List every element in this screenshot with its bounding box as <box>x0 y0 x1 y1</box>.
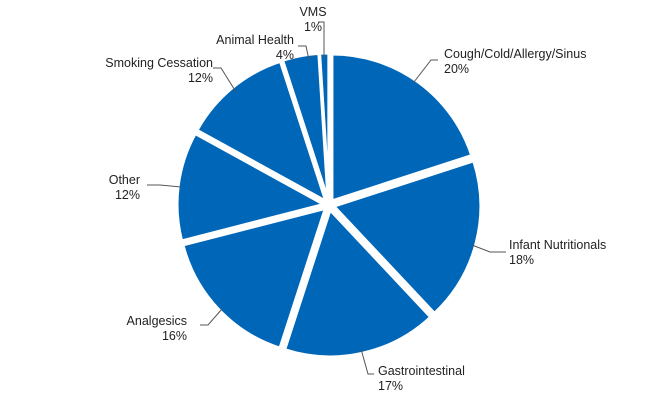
label-name: Smoking Cessation <box>105 56 213 70</box>
label-gastrointestinal: Gastrointestinal 17% <box>378 364 465 394</box>
leader-analgesics <box>200 308 223 326</box>
label-pct: 16% <box>161 329 187 343</box>
leader-other <box>147 184 182 188</box>
leader-animal <box>298 45 310 61</box>
label-name: Other <box>108 173 140 187</box>
leader-smoking <box>213 67 237 93</box>
label-pct: 20% <box>444 62 470 76</box>
pie-slice-cough-cold-allergy-sinus <box>330 52 474 204</box>
leader-lines <box>147 21 506 375</box>
label-cough-cold-allergy-sinus: Cough/Cold/Allergy/Sinus 20% <box>444 47 586 77</box>
label-name: VMS <box>299 5 327 19</box>
label-smoking-cessation: Smoking Cessation 12% <box>105 56 213 86</box>
leader-infant <box>471 244 506 253</box>
pie-slice-infant-nutritionals <box>331 158 483 316</box>
label-pct: 4% <box>275 48 294 62</box>
leader-gastro <box>360 348 374 375</box>
label-pct: 18% <box>509 253 535 267</box>
pie-slice-smoking-cessation <box>194 59 329 205</box>
label-pct: 12% <box>114 188 140 202</box>
label-infant-nutritionals: Infant Nutritionals 18% <box>509 238 606 268</box>
pie-slice-other <box>175 131 329 243</box>
label-animal-health: Animal Health 4% <box>216 33 294 63</box>
label-other: Other 12% <box>109 173 140 203</box>
label-vms: VMS 1% <box>295 5 331 35</box>
pie-slice-analgesics <box>181 206 328 351</box>
label-name: Analgesics <box>126 314 187 328</box>
label-pct: 17% <box>378 379 404 393</box>
label-pct: 1% <box>303 20 323 34</box>
label-pct: 12% <box>187 71 213 85</box>
label-name: Animal Health <box>216 33 294 47</box>
label-analgesics: Analgesics 16% <box>127 314 187 344</box>
leader-vms <box>318 21 325 58</box>
label-name: Gastrointestinal <box>378 364 465 378</box>
label-name: Infant Nutritionals <box>509 238 607 252</box>
label-name: Cough/Cold/Allergy/Sinus <box>444 47 587 61</box>
pie-slices <box>175 51 483 359</box>
leader-cough <box>413 59 438 83</box>
